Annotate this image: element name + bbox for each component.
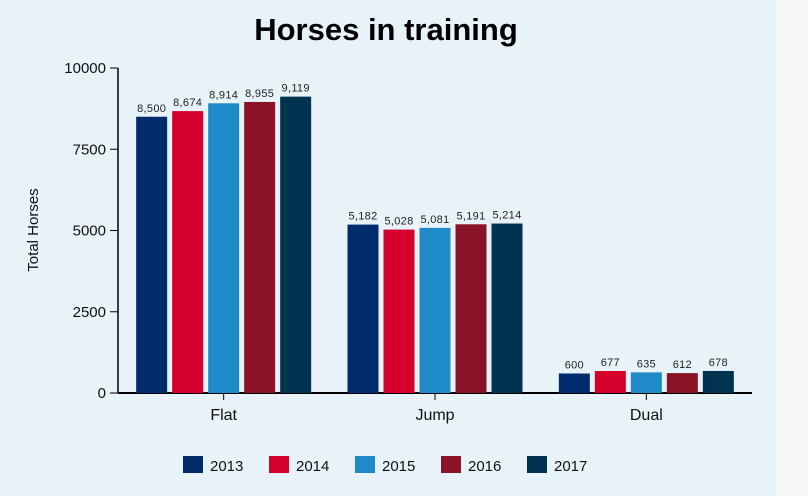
y-tick-label: 2500	[73, 304, 106, 321]
legend-label: 2014	[296, 458, 329, 475]
data-label: 600	[565, 360, 584, 372]
legend-label: 2016	[468, 458, 501, 475]
data-label: 678	[709, 357, 728, 369]
legend-label: 2017	[554, 458, 587, 475]
legend-swatch	[183, 456, 203, 473]
x-tick-label: Dual	[630, 407, 663, 424]
bar	[136, 116, 168, 393]
bar	[172, 111, 204, 393]
data-label: 677	[601, 357, 620, 369]
data-labels: 8,500 8,674 8,914 8,955 9,119 5,182 5,028 5,081…	[137, 83, 728, 372]
bar	[666, 373, 698, 393]
bar	[419, 227, 451, 393]
data-label: 8,914	[209, 89, 238, 101]
page-edge	[776, 0, 808, 496]
y-axis-label: Total Horses	[25, 188, 42, 271]
legend-label: 2013	[210, 458, 243, 475]
bar	[208, 103, 240, 394]
data-label: 5,214	[492, 210, 521, 222]
bar	[347, 224, 379, 393]
bar	[455, 224, 487, 393]
bar	[630, 372, 662, 393]
chart-title: Horses in training	[254, 12, 518, 47]
data-label: 635	[637, 358, 656, 370]
data-label: 8,500	[137, 103, 166, 115]
data-label: 5,182	[348, 211, 377, 223]
y-tick-label: 7500	[73, 141, 106, 158]
bar	[558, 373, 590, 393]
data-label: 8,674	[173, 97, 202, 109]
data-label: 5,028	[384, 216, 413, 228]
data-label: 9,119	[282, 83, 310, 95]
axes: 0 2500 5000 7500 10000 Flat Jump Dual	[64, 60, 752, 424]
bar	[594, 370, 626, 393]
y-tick-label: 0	[98, 385, 106, 402]
data-label: 612	[673, 359, 692, 371]
y-tick-label: 5000	[73, 223, 106, 240]
legend: 2013 2014 2015 2016 2017	[183, 456, 587, 475]
legend-swatch	[527, 456, 547, 473]
legend-swatch	[269, 456, 289, 473]
legend-label: 2015	[382, 458, 415, 475]
bars	[136, 96, 734, 394]
y-tick-label: 10000	[64, 60, 106, 77]
bar	[702, 370, 734, 393]
x-tick-label: Flat	[210, 407, 237, 424]
bar	[491, 223, 523, 393]
bar	[383, 229, 415, 393]
bar	[244, 101, 276, 394]
x-tick-label: Jump	[415, 407, 454, 424]
bar	[280, 96, 312, 393]
data-label: 5,081	[420, 214, 449, 226]
data-label: 8,955	[245, 88, 274, 100]
legend-swatch	[441, 456, 461, 473]
legend-swatch	[355, 456, 375, 473]
data-label: 5,191	[456, 210, 485, 222]
